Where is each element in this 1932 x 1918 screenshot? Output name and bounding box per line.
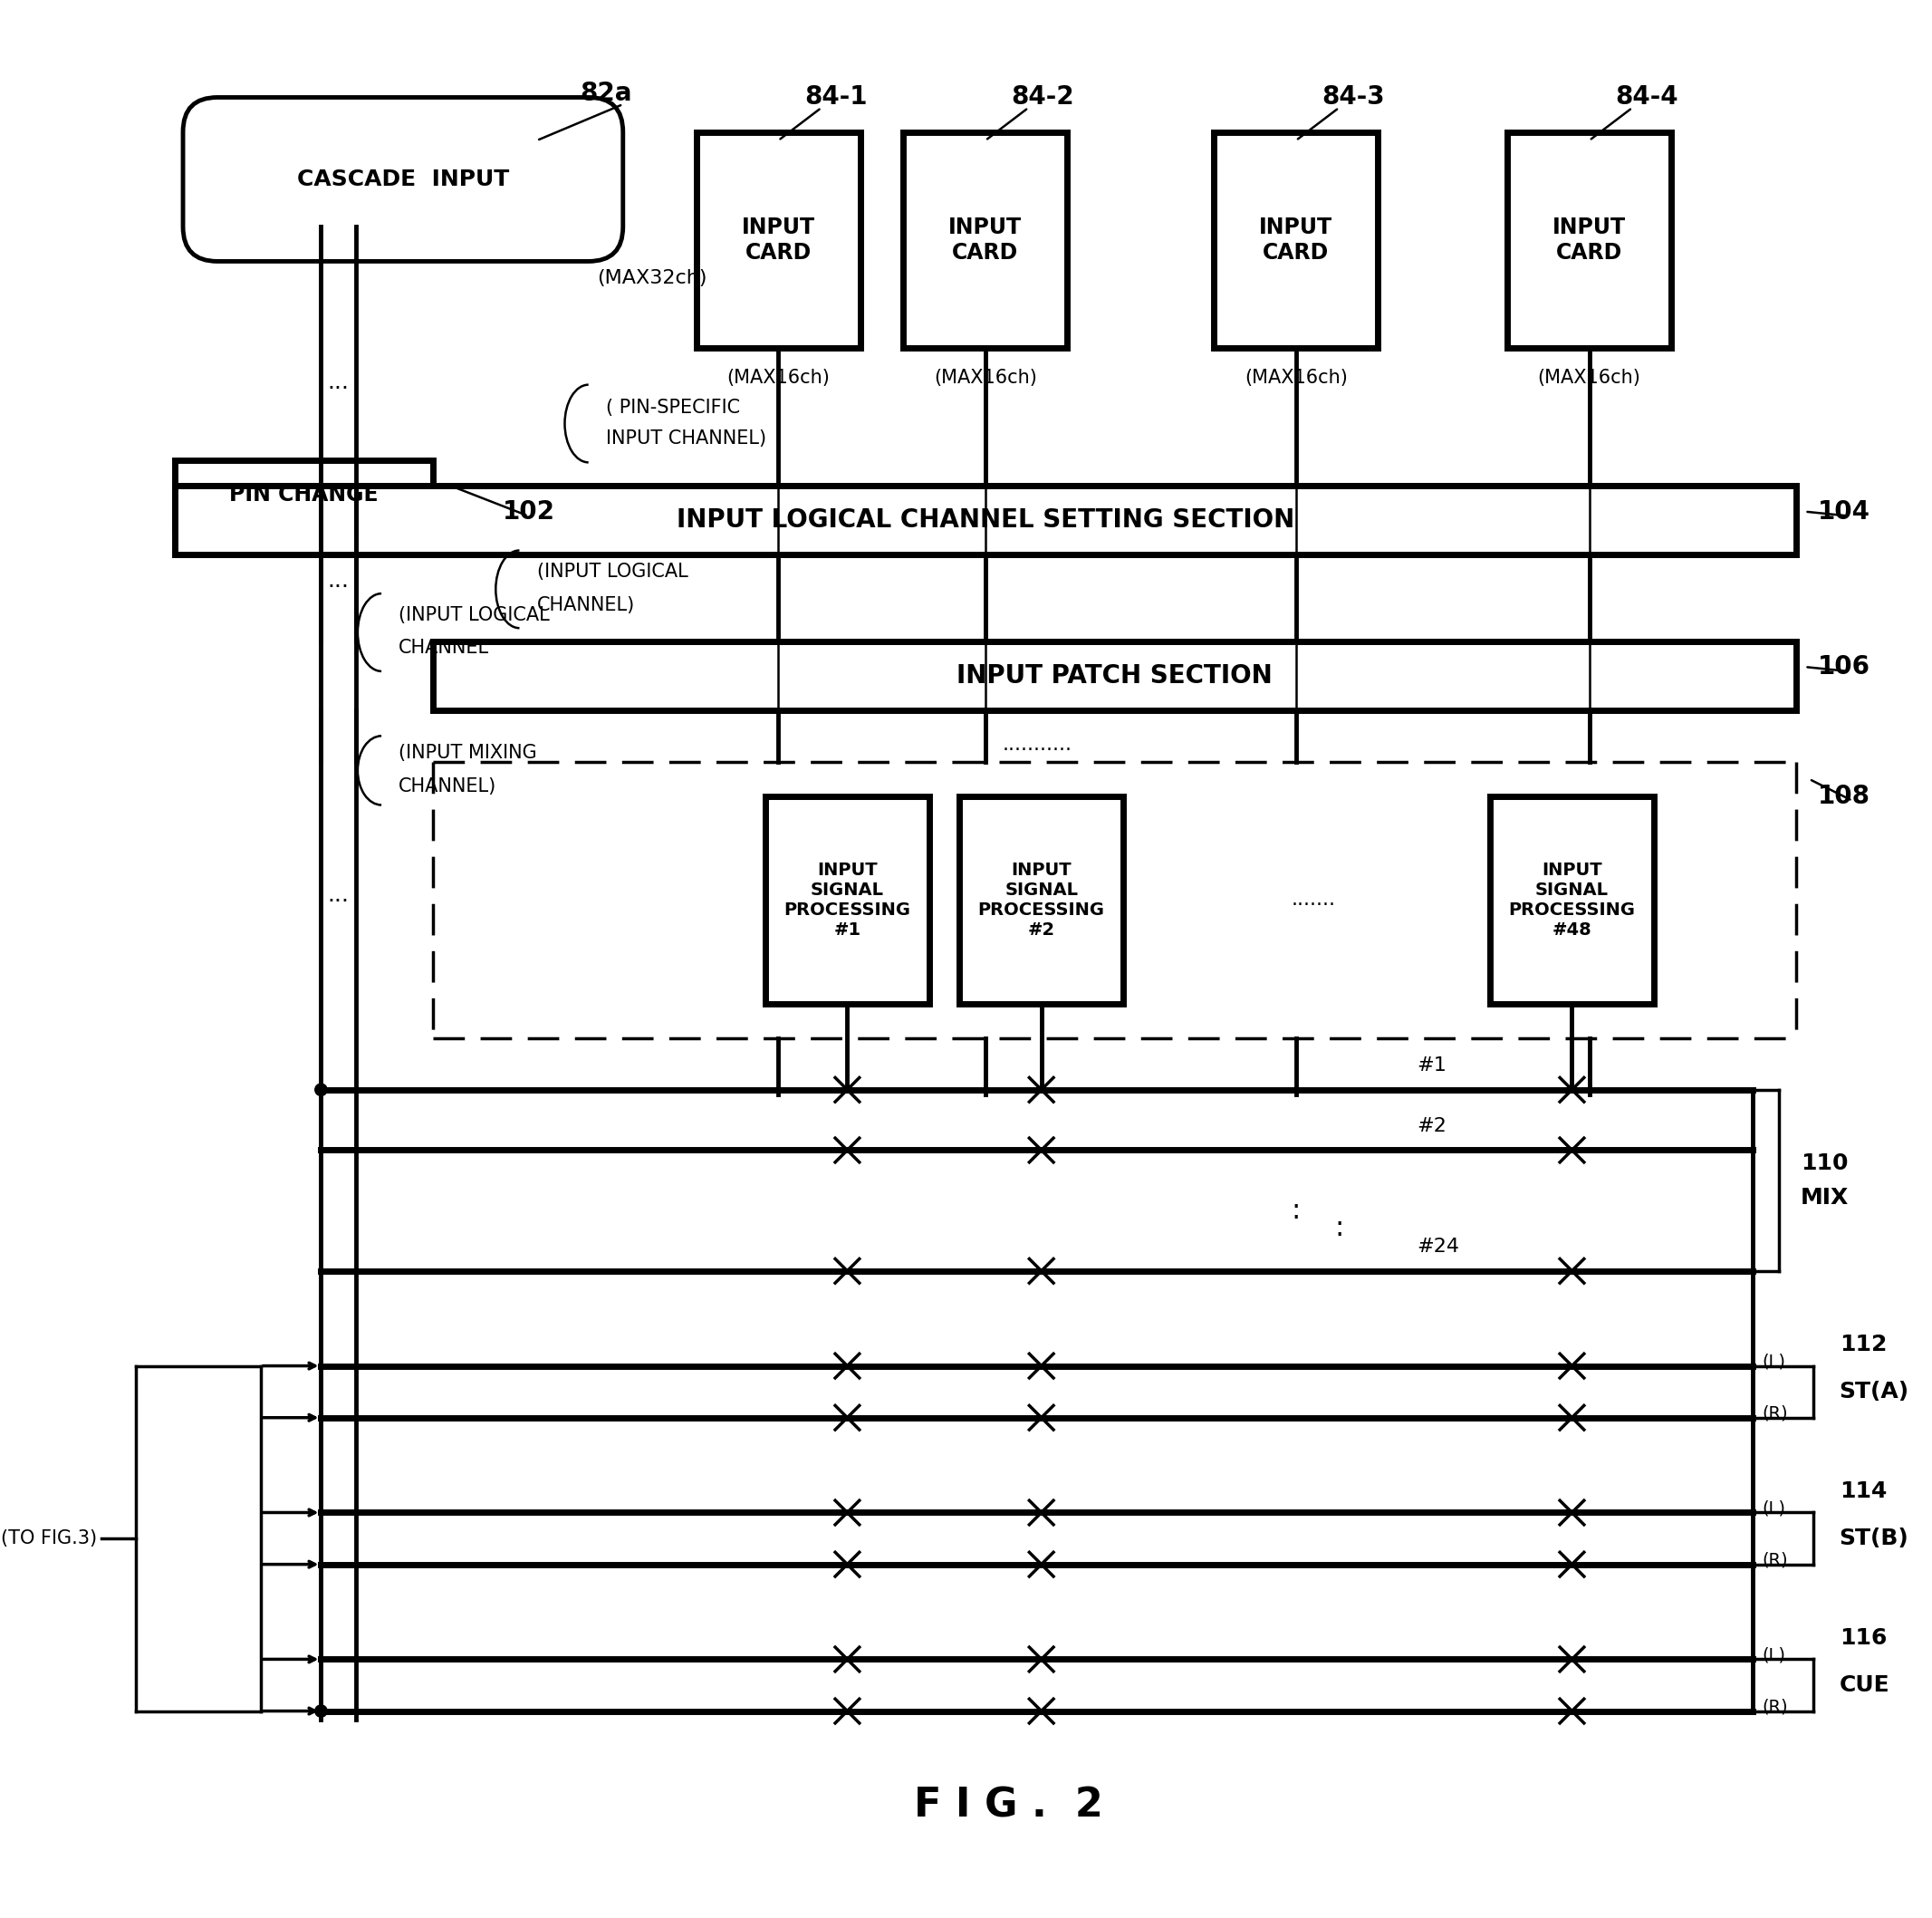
Text: 84-1: 84-1 — [804, 84, 867, 109]
Text: INPUT
CARD: INPUT CARD — [1553, 217, 1627, 263]
Text: :: : — [1291, 1197, 1300, 1224]
Text: (MAX16ch): (MAX16ch) — [933, 368, 1037, 387]
Text: INPUT PATCH SECTION: INPUT PATCH SECTION — [956, 664, 1273, 689]
Bar — [1213, 132, 1378, 347]
Text: (TO FIG.3): (TO FIG.3) — [0, 1529, 97, 1548]
Text: INPUT
CARD: INPUT CARD — [742, 217, 815, 263]
Text: INPUT CHANNEL): INPUT CHANNEL) — [607, 430, 767, 447]
Text: 102: 102 — [502, 499, 554, 524]
Text: MIX: MIX — [1801, 1187, 1849, 1208]
Text: (L): (L) — [1762, 1352, 1785, 1369]
Text: 116: 116 — [1839, 1626, 1888, 1649]
Text: 110: 110 — [1801, 1153, 1849, 1174]
Text: 106: 106 — [1818, 654, 1870, 679]
Circle shape — [315, 1705, 327, 1717]
Text: ...: ... — [327, 570, 350, 591]
Text: ...........: ........... — [1003, 735, 1072, 754]
Text: (INPUT MIXING: (INPUT MIXING — [398, 744, 537, 761]
Text: .......: ....... — [1291, 890, 1335, 909]
Text: (R): (R) — [1762, 1552, 1787, 1569]
Text: F I G .  2: F I G . 2 — [914, 1786, 1103, 1826]
Text: ST(A): ST(A) — [1839, 1381, 1909, 1402]
Text: ...: ... — [327, 372, 350, 393]
Text: CHANNEL: CHANNEL — [398, 639, 489, 658]
FancyBboxPatch shape — [184, 98, 622, 261]
Text: INPUT
CARD: INPUT CARD — [949, 217, 1022, 263]
Text: INPUT
CARD: INPUT CARD — [1260, 217, 1333, 263]
Text: 82a: 82a — [580, 81, 632, 105]
Text: 108: 108 — [1818, 784, 1870, 809]
Bar — [433, 641, 1797, 710]
Text: PIN CHANGE: PIN CHANGE — [230, 483, 379, 504]
Text: (L): (L) — [1762, 1500, 1785, 1517]
Text: (MAX16ch): (MAX16ch) — [1244, 368, 1347, 387]
Text: INPUT LOGICAL CHANNEL SETTING SECTION: INPUT LOGICAL CHANNEL SETTING SECTION — [676, 508, 1294, 533]
Text: INPUT
SIGNAL
PROCESSING
#48: INPUT SIGNAL PROCESSING #48 — [1509, 861, 1634, 938]
Text: (R): (R) — [1762, 1697, 1787, 1715]
Text: CHANNEL): CHANNEL) — [398, 777, 497, 796]
Text: ST(B): ST(B) — [1839, 1527, 1909, 1550]
Text: 84-3: 84-3 — [1321, 84, 1385, 109]
Bar — [904, 132, 1066, 347]
Text: 112: 112 — [1839, 1333, 1888, 1356]
Bar — [1507, 132, 1671, 347]
Bar — [765, 796, 929, 1003]
Text: :: : — [1335, 1214, 1343, 1241]
Text: 114: 114 — [1839, 1481, 1888, 1502]
Text: ( PIN-SPECIFIC: ( PIN-SPECIFIC — [607, 399, 740, 416]
Text: 84-2: 84-2 — [1010, 84, 1074, 109]
Circle shape — [315, 1084, 327, 1095]
Text: 104: 104 — [1818, 499, 1870, 524]
Text: 84-4: 84-4 — [1615, 84, 1679, 109]
Text: (L): (L) — [1762, 1646, 1785, 1663]
Bar — [174, 485, 1797, 554]
Text: #2: #2 — [1416, 1116, 1447, 1135]
Bar — [174, 460, 433, 529]
Text: (MAX16ch): (MAX16ch) — [1538, 368, 1640, 387]
Text: (MAX32ch): (MAX32ch) — [597, 270, 707, 288]
Text: CHANNEL): CHANNEL) — [537, 596, 636, 614]
Bar — [696, 132, 860, 347]
Text: #24: #24 — [1416, 1237, 1459, 1256]
Text: ...: ... — [327, 884, 350, 907]
Text: (R): (R) — [1762, 1404, 1787, 1421]
Text: (INPUT LOGICAL: (INPUT LOGICAL — [398, 606, 551, 623]
Text: INPUT
SIGNAL
PROCESSING
#1: INPUT SIGNAL PROCESSING #1 — [784, 861, 910, 938]
Text: (INPUT LOGICAL: (INPUT LOGICAL — [537, 562, 688, 581]
Bar — [960, 796, 1122, 1003]
Text: (MAX16ch): (MAX16ch) — [726, 368, 831, 387]
Text: CASCADE  INPUT: CASCADE INPUT — [298, 169, 508, 190]
Text: INPUT
SIGNAL
PROCESSING
#2: INPUT SIGNAL PROCESSING #2 — [978, 861, 1105, 938]
Text: #1: #1 — [1416, 1057, 1447, 1074]
Bar — [1490, 796, 1654, 1003]
Text: CUE: CUE — [1839, 1674, 1889, 1696]
